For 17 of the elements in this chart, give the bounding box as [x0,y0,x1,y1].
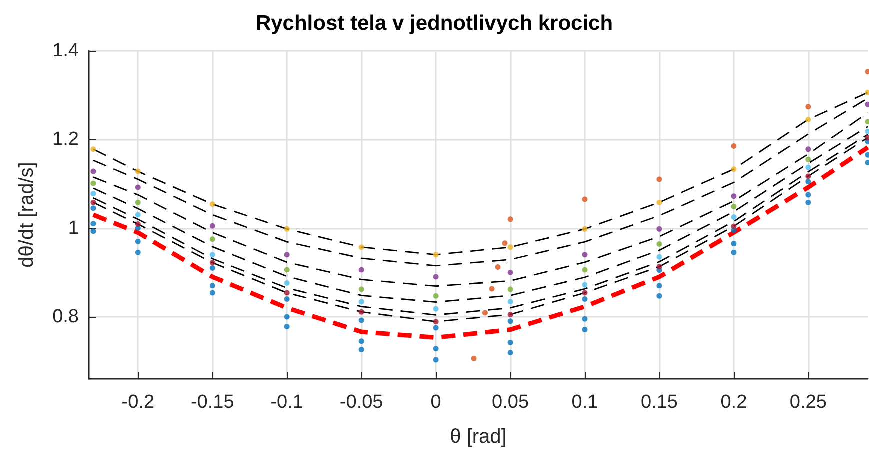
x-axis-title: θ [rad] [450,426,507,448]
x-tick-label: 0.15 [640,392,678,413]
x-tick-label: -0.05 [340,392,384,413]
y-tick-label: 1.4 [52,40,80,62]
x-tick-label: 0.05 [492,392,530,413]
chart-title: Rychlost tela v jednotlivych krocich [256,12,614,35]
x-tick-label: 0.25 [790,392,827,413]
x-tick-label: 0.2 [720,392,748,413]
x-tick-label: 0 [430,392,442,413]
x-tick-label: -0.15 [190,392,234,413]
x-tick-label: -0.2 [122,392,155,413]
x-tick-label: 0.1 [572,392,598,413]
x-tick-label: -0.1 [270,392,304,413]
y-axis-title: dθ/dt [rad/s] [16,162,38,268]
y-tick-label: 1 [68,218,79,239]
y-tick-label: 1.2 [52,129,79,150]
y-tick-label: 0.8 [52,306,79,328]
